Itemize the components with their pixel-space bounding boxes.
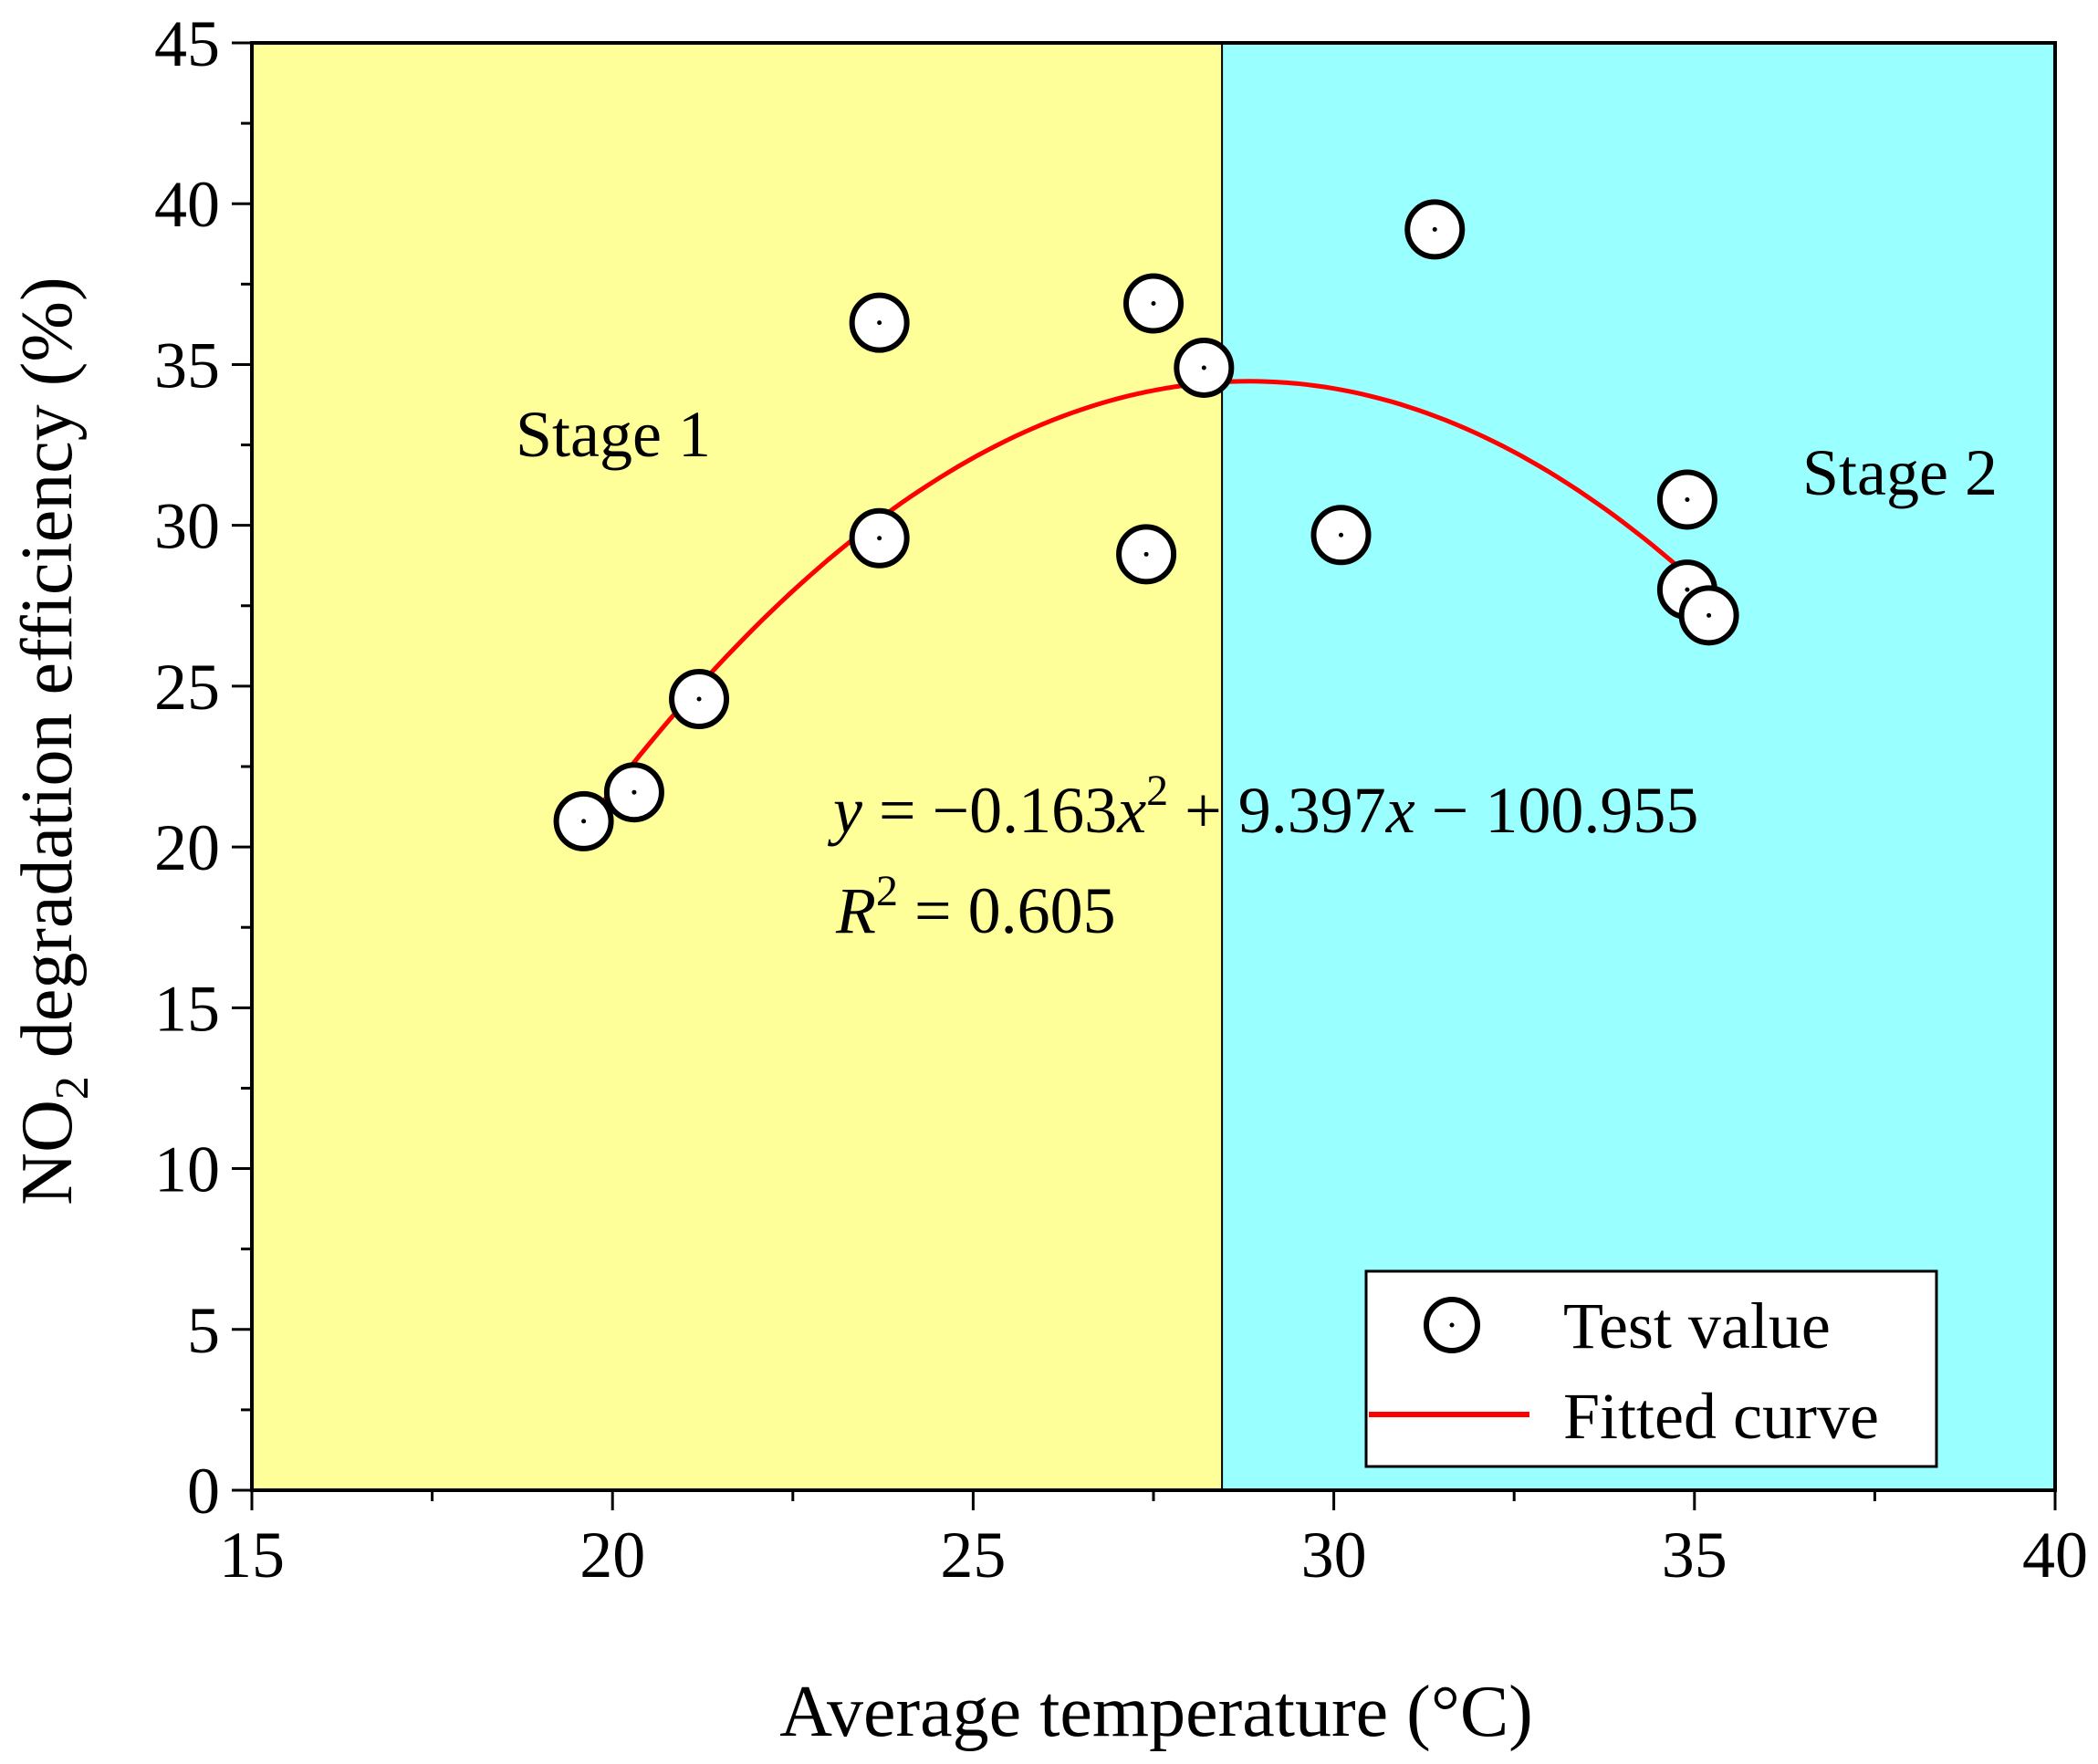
y-tick-label: 0 [187, 1455, 220, 1528]
eq-x-var-1: x [1116, 774, 1146, 847]
x-tick-label: 15 [219, 1519, 285, 1592]
x-axis-ticks: 15 20 25 30 35 40 [219, 1490, 2088, 1592]
data-point-dot [877, 320, 882, 326]
y-axis-title-subscript: 2 [47, 1076, 99, 1100]
data-point-dot [1201, 365, 1206, 371]
legend-label-test-value: Test value [1563, 1289, 1831, 1362]
data-point [1310, 505, 1372, 566]
x-tick-label: 20 [579, 1519, 645, 1592]
x-tick-label: 25 [940, 1519, 1006, 1592]
data-point-dot [1685, 496, 1690, 502]
data-point-dot [581, 819, 587, 824]
r2-var: R [835, 874, 876, 947]
data-point-dot [877, 536, 882, 541]
data-point-dot [1151, 300, 1156, 306]
y-tick-label: 20 [154, 811, 220, 884]
data-point [1174, 337, 1235, 398]
r2-exp: 2 [876, 867, 898, 915]
y-axis-title: NO2 degradation efficiency (%) [7, 277, 99, 1205]
stage-1-region [252, 43, 1223, 1490]
eq-part-3: − 100.955 [1415, 774, 1699, 847]
eq-y-var: y [827, 774, 862, 847]
eq-x-var-2: x [1385, 774, 1415, 847]
y-tick-label: 40 [154, 168, 220, 241]
x-tick-label: 40 [2022, 1519, 2088, 1592]
x-axis-title: Average temperature (°C) [779, 1672, 1533, 1752]
data-point [669, 668, 730, 729]
data-point-dot [696, 696, 702, 702]
eq-exp-1: 2 [1146, 767, 1168, 815]
data-point-dot [1432, 226, 1437, 232]
data-point [849, 292, 910, 353]
fit-equation: y = −0.163x2 + 9.397x − 100.955 [827, 767, 1698, 847]
data-point [1678, 585, 1739, 646]
data-point [1123, 273, 1184, 334]
legend-marker-test-value [1424, 1297, 1480, 1353]
y-tick-label: 15 [154, 972, 220, 1045]
legend: Test value Fitted curve [1364, 1269, 1938, 1468]
stage-1-label: Stage 1 [516, 398, 711, 471]
r-squared: R2 = 0.605 [835, 867, 1116, 947]
x-tick-label: 35 [1662, 1519, 1727, 1592]
data-point [1404, 199, 1466, 260]
fitted-curve-line [581, 379, 1711, 830]
y-tick-label: 30 [154, 490, 220, 563]
data-point-dot [1339, 532, 1344, 538]
y-axis-title-prefix: NO [7, 1100, 88, 1206]
data-point [849, 507, 910, 569]
scatter-points [553, 199, 1739, 851]
data-point [1656, 469, 1717, 530]
y-tick-label: 35 [154, 329, 220, 402]
y-tick-label: 5 [187, 1294, 220, 1367]
data-point-dot [1685, 587, 1690, 592]
data-point [603, 762, 664, 823]
r2-value: = 0.605 [898, 874, 1116, 947]
data-point-dot [1707, 612, 1712, 618]
y-axis-ticks: 0 5 10 15 20 25 30 35 40 45 [154, 7, 252, 1528]
legend-label-fitted-curve: Fitted curve [1563, 1380, 1879, 1453]
stage-2-region [1222, 43, 2055, 1490]
x-tick-label: 30 [1301, 1519, 1367, 1592]
stage-2-label: Stage 2 [1802, 436, 1998, 509]
y-tick-label: 25 [154, 651, 220, 724]
eq-part-2: + 9.397 [1168, 774, 1386, 847]
data-point-dot [1143, 551, 1149, 557]
y-tick-label: 10 [154, 1133, 220, 1206]
y-tick-label: 45 [154, 7, 220, 80]
y-axis-title-suffix: degradation efficiency (%) [7, 277, 88, 1076]
data-point [1116, 524, 1177, 585]
data-point-dot [631, 789, 637, 795]
eq-part-1: = −0.163 [862, 774, 1117, 847]
data-point [553, 790, 614, 851]
